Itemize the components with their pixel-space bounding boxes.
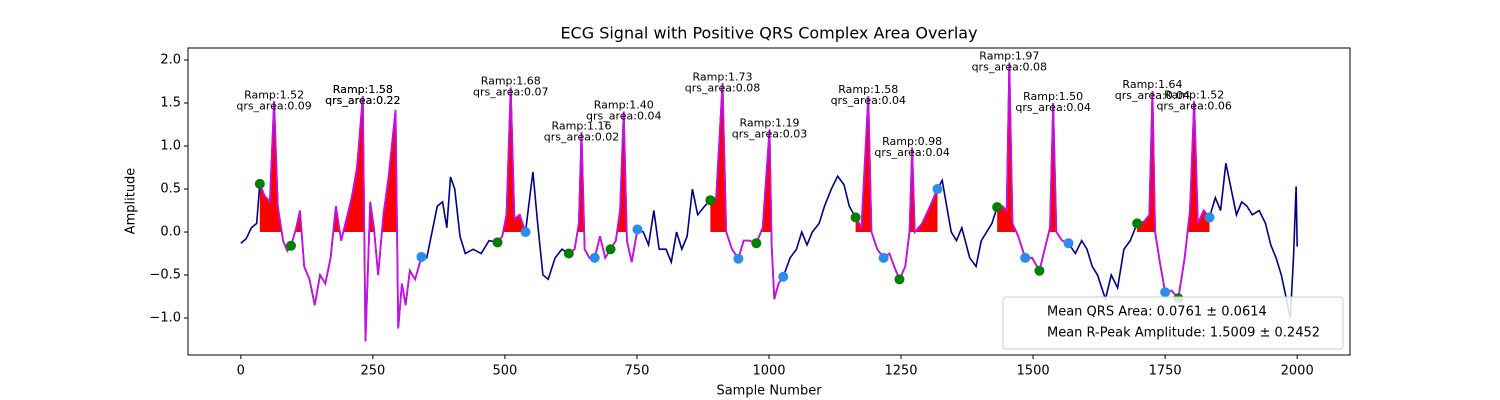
peak-annotation: Ramp:1.64 [1122, 78, 1182, 91]
overlay-layer: Ramp:1.52qrs_area:0.09Ramp:1.58qrs_area:… [236, 50, 1344, 350]
onset-point [254, 178, 265, 189]
offset-point [632, 224, 643, 235]
x-tick-label: 1750 [1149, 364, 1182, 379]
onset-point [285, 240, 296, 251]
offset-point [416, 251, 427, 262]
peak-annotation: qrs_area:0.06 [1156, 99, 1231, 112]
peak-annotation: Ramp:1.52 [1164, 88, 1224, 101]
offset-point [733, 253, 744, 264]
peak-annotation: qrs_area:0.08 [685, 81, 760, 94]
y-tick-label: 0.0 [160, 225, 181, 240]
peak-annotation: qrs_area:0.22 [325, 94, 400, 107]
peak-annotation: Ramp:1.16 [551, 119, 611, 132]
legend-label: Mean R-Peak Amplitude: 1.5009 ± 0.2452 [1047, 326, 1320, 341]
peak-annotation: qrs_area:0.04 [831, 94, 906, 107]
x-axis-label: Sample Number [716, 384, 822, 399]
peak-annotation: Ramp:1.73 [692, 70, 752, 83]
qrs-segment [997, 62, 1069, 274]
peak-annotation: qrs_area:0.09 [236, 99, 311, 112]
peak-annotation: Ramp:1.50 [1023, 90, 1083, 103]
onset-point [894, 274, 905, 285]
peak-annotation: qrs_area:0.22 [325, 94, 400, 107]
offset-point [1204, 212, 1215, 223]
onset-point [1034, 265, 1045, 276]
qrs-segment [496, 87, 527, 243]
onset-point [850, 212, 861, 223]
qrs-segment [1136, 90, 1211, 301]
x-tick-label: 0 [237, 364, 245, 379]
peak-annotation: qrs_area:0.08 [972, 61, 1047, 74]
y-tick-label: 0.5 [160, 182, 181, 197]
peak-annotation: qrs_area:0.04 [874, 146, 949, 159]
onset-point [1132, 218, 1143, 229]
qrs-segment [710, 83, 785, 300]
peak-annotation: qrs_area:0.04 [1015, 101, 1090, 114]
chart-title: ECG Signal with Positive QRS Complex Are… [560, 24, 977, 43]
peak-annotation: qrs_area:0.03 [732, 128, 807, 141]
peak-annotation: qrs_area:0.07 [473, 86, 548, 99]
y-tick-label: −1.0 [149, 311, 181, 326]
qrs-area [855, 96, 938, 233]
peak-annotation: Ramp:1.40 [594, 99, 654, 112]
x-tick-label: 1250 [884, 364, 917, 379]
peak-annotation: Ramp:0.98 [882, 135, 942, 148]
peak-annotation: qrs_area:0.04 [1115, 89, 1190, 102]
offset-point [520, 227, 531, 238]
offset-point [932, 184, 943, 195]
y-tick-label: −0.5 [149, 268, 181, 283]
x-tick-label: 750 [625, 364, 650, 379]
offset-point [589, 252, 600, 263]
peak-annotation: Ramp:1.52 [244, 88, 304, 101]
onset-point [751, 238, 762, 249]
y-tick-label: 1.0 [160, 139, 181, 154]
onset-point [705, 195, 716, 206]
peak-annotation: qrs_area:0.02 [544, 130, 619, 143]
onset-point [605, 244, 616, 255]
qrs-area [497, 87, 526, 233]
legend-label: Mean QRS Area: 0.0761 ± 0.0614 [1047, 305, 1267, 320]
peak-annotation: Ramp:1.58 [333, 83, 393, 96]
peak-annotation: Ramp:1.68 [481, 75, 541, 88]
offset-point [1063, 238, 1074, 249]
line-layer [240, 62, 1298, 342]
onset-point [563, 248, 574, 259]
peak-annotation: qrs_area:0.04 [586, 110, 661, 123]
legend-box [1002, 296, 1344, 350]
offset-point [1160, 287, 1171, 298]
peak-annotation: Ramp:1.97 [979, 50, 1039, 63]
y-axis-label: Amplitude [124, 168, 139, 235]
x-tick-label: 250 [360, 364, 385, 379]
qrs-area [259, 96, 422, 233]
x-tick-label: 500 [492, 364, 517, 379]
offset-point [778, 271, 789, 282]
offset-point [878, 252, 889, 263]
offset-point [1020, 252, 1031, 263]
x-tick-label: 1500 [1017, 364, 1050, 379]
qrs-segment [568, 111, 639, 263]
y-tick-label: 1.5 [160, 96, 181, 111]
y-tick-label: 2.0 [160, 53, 181, 68]
x-tick-label: 1000 [752, 364, 785, 379]
qrs-segment [258, 96, 423, 342]
onset-point [492, 237, 503, 248]
onset-point [992, 202, 1003, 213]
peak-annotation: Ramp:1.19 [740, 117, 800, 130]
peak-annotation: Ramp:1.58 [333, 83, 393, 96]
peak-annotation: Ramp:1.58 [838, 83, 898, 96]
qrs-area [1137, 90, 1210, 233]
x-tick-label: 2000 [1281, 364, 1314, 379]
qrs-segment [854, 96, 939, 282]
